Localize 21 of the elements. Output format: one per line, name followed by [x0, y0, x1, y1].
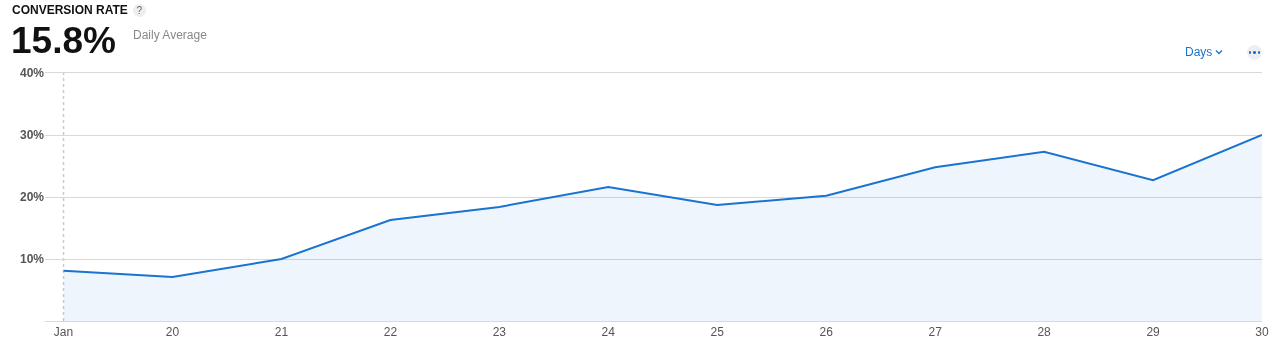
help-icon: ?: [132, 3, 146, 17]
x-tick-label: 25: [710, 325, 725, 340]
x-tick-label: 27: [928, 325, 943, 340]
x-tick-label: 26: [819, 325, 834, 340]
x-tick-label: 22: [383, 325, 398, 340]
x-tick-label: Jan: [53, 325, 74, 340]
y-tick-label: 10%: [19, 252, 45, 267]
x-tick-label: 28: [1037, 325, 1052, 340]
x-tick-label: 24: [601, 325, 616, 340]
y-tick-label: 20%: [19, 190, 45, 205]
y-tick-label: 40%: [19, 66, 45, 81]
x-tick-label: 20: [165, 325, 180, 340]
x-tick-label: 23: [492, 325, 507, 340]
text: Days: [1185, 45, 1213, 59]
y-tick-label: 30%: [19, 128, 45, 143]
chart-title: CONVERSION RATE: [12, 3, 128, 17]
x-tick-label: 29: [1146, 325, 1161, 340]
x-tick-label: 21: [274, 325, 289, 340]
x-tick-label: 30: [1255, 325, 1269, 340]
text: Daily Average: [133, 28, 207, 42]
text: 15.8%: [11, 20, 116, 62]
